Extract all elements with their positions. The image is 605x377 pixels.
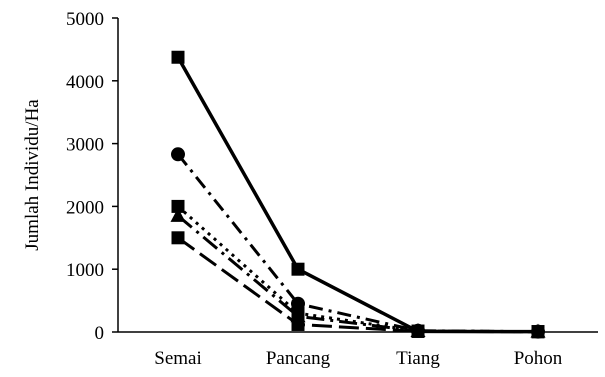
data-point-square [411, 324, 425, 338]
x-tick-label: Semai [154, 348, 202, 369]
series-1 [171, 50, 545, 339]
series-line [177, 214, 539, 334]
y-tick-label: 0 [95, 323, 105, 344]
data-point-square [531, 325, 545, 339]
x-tick-label: Tiang [396, 348, 440, 369]
data-point-square [171, 231, 185, 245]
series-2 [171, 147, 545, 339]
series-line [176, 153, 539, 334]
y-tick-label: 4000 [66, 72, 104, 93]
y-axis-title: Jumlah Individu/Ha [22, 99, 43, 251]
data-point-triangle [170, 207, 186, 222]
x-tick-labels: Semai Pancang Tiang Pohon [154, 348, 563, 369]
y-tick-label: 1000 [66, 260, 104, 281]
data-point-square [291, 262, 305, 276]
series-layer [170, 50, 546, 339]
data-point-square [171, 50, 185, 64]
x-tick-label: Pancang [266, 348, 331, 369]
y-tick-label: 3000 [66, 135, 104, 156]
series-line [177, 236, 539, 334]
series-line [177, 205, 539, 334]
x-tick-label: Pohon [514, 348, 563, 369]
series-5 [171, 231, 545, 339]
data-point-square [291, 317, 305, 331]
y-tick-label: 5000 [66, 9, 104, 30]
y-tick-labels: 0 1000 2000 3000 4000 5000 [66, 9, 104, 344]
data-point-square [171, 199, 185, 213]
data-point-circle [171, 147, 185, 162]
y-tick-label: 2000 [66, 197, 104, 218]
axes [112, 17, 598, 333]
series-line [176, 56, 539, 334]
